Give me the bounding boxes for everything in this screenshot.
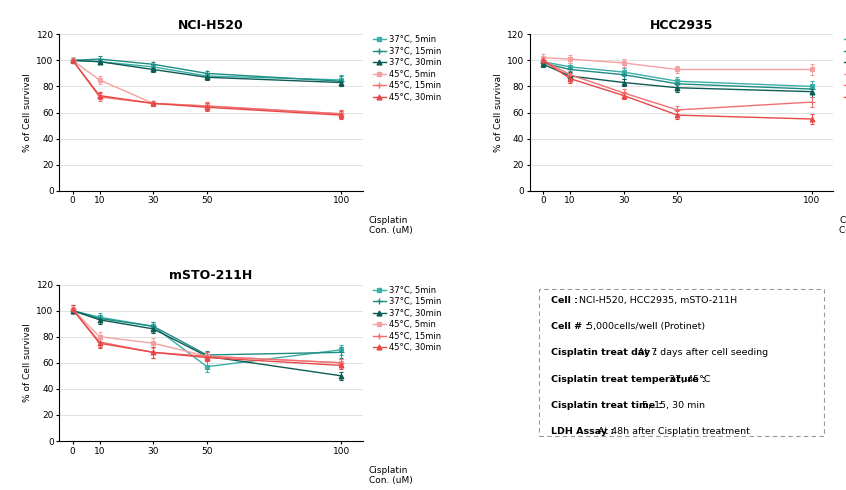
Text: Cisplatin treat day :: Cisplatin treat day : [551,348,661,357]
Text: 5, 15, 30 min: 5, 15, 30 min [642,401,705,410]
Text: LDH Assay :: LDH Assay : [551,427,618,436]
Text: Cell # :: Cell # : [551,322,592,331]
Text: Cisplatin treat time :: Cisplatin treat time : [551,401,665,410]
Y-axis label: % of Cell survival: % of Cell survival [23,323,32,402]
Text: Cisplatin
Con. (uM): Cisplatin Con. (uM) [369,466,413,486]
Y-axis label: % of Cell survival: % of Cell survival [23,73,32,152]
Text: At 7 days after cell seeding: At 7 days after cell seeding [638,348,768,357]
Text: Cisplatin treat temperature :: Cisplatin treat temperature : [551,374,709,384]
Legend: 37°C, 5min, 37°C, 15min, 37°C, 30min, 45°C, 5min, 45°C, 15min, 45°C, 30min: 37°C, 5min, 37°C, 15min, 37°C, 30min, 45… [843,35,846,102]
Text: At 48h after Cisplatin treatment: At 48h after Cisplatin treatment [598,427,750,436]
Text: NCI-H520, HCC2935, mSTO-211H: NCI-H520, HCC2935, mSTO-211H [579,296,737,305]
Text: 5,000cells/well (Protinet): 5,000cells/well (Protinet) [586,322,705,331]
Title: mSTO-211H: mSTO-211H [169,269,253,282]
FancyBboxPatch shape [539,289,824,436]
Y-axis label: % of Cell survival: % of Cell survival [494,73,503,152]
Text: Cisplatin
Con. (uM): Cisplatin Con. (uM) [369,216,413,235]
Legend: 37°C, 5min, 37°C, 15min, 37°C, 30min, 45°C, 5min, 45°C, 15min, 45°C, 30min: 37°C, 5min, 37°C, 15min, 37°C, 30min, 45… [373,35,442,102]
Title: NCI-H520: NCI-H520 [179,19,244,32]
Title: HCC2935: HCC2935 [650,19,713,32]
Text: 37, 45°C: 37, 45°C [669,374,711,384]
Text: Cell :: Cell : [551,296,581,305]
Text: Cisplatin
Con. (uM): Cisplatin Con. (uM) [839,216,846,235]
Legend: 37°C, 5min, 37°C, 15min, 37°C, 30min, 45°C, 5min, 45°C, 15min, 45°C, 30min: 37°C, 5min, 37°C, 15min, 37°C, 30min, 45… [373,286,442,352]
